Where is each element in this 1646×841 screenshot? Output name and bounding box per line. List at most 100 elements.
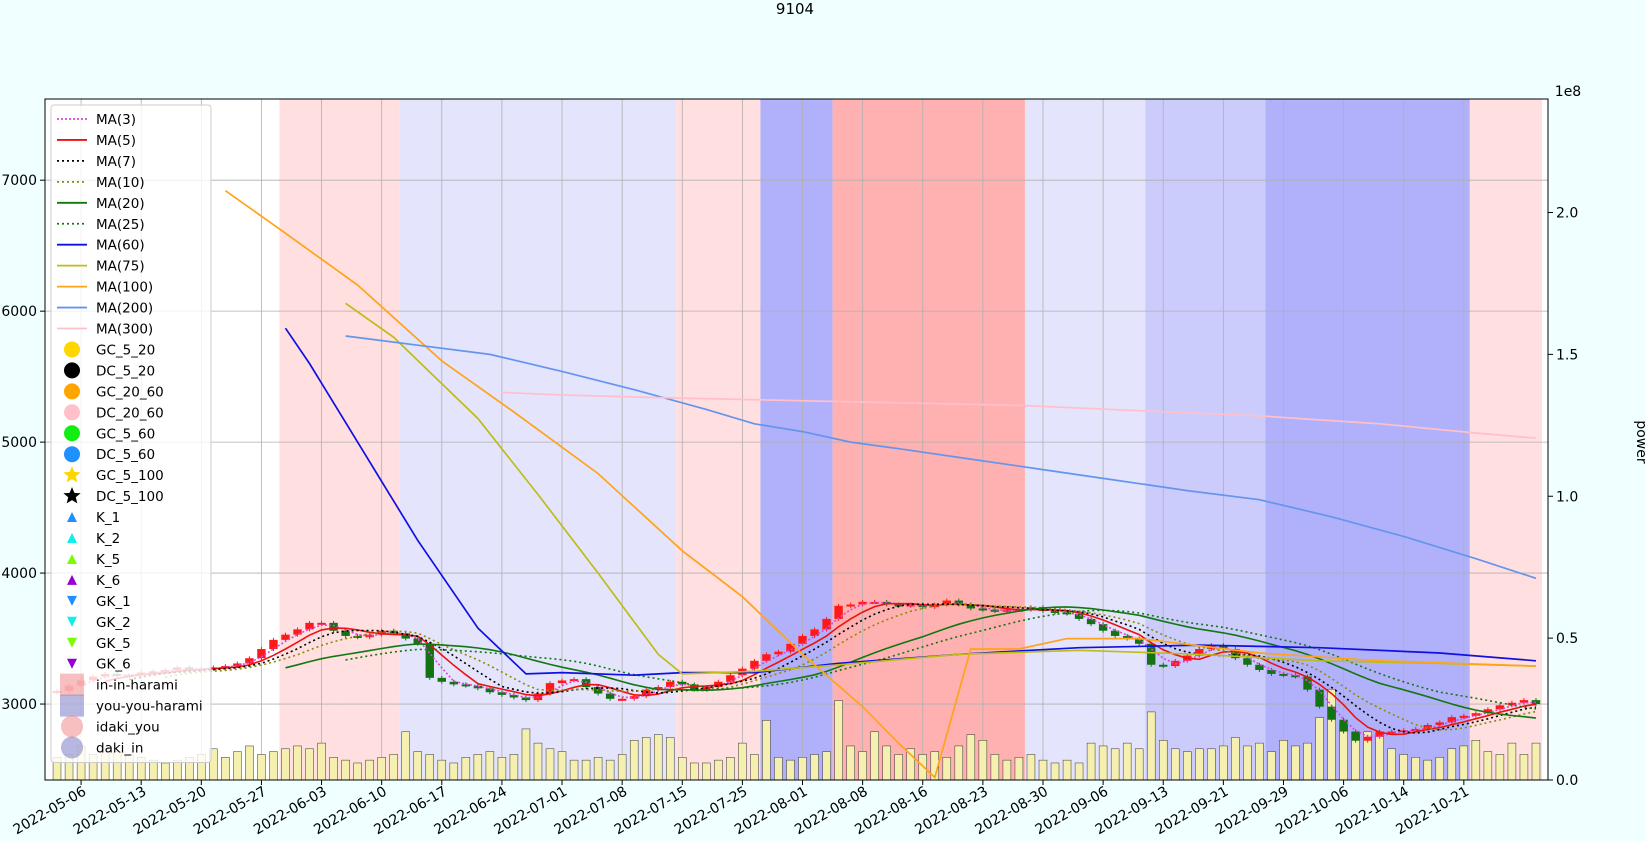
volume-bar bbox=[798, 757, 807, 781]
legend-swatch-dc-20-60 bbox=[64, 404, 80, 421]
volume-bar bbox=[533, 742, 543, 781]
candle-body bbox=[810, 629, 819, 636]
volume-bar bbox=[581, 759, 591, 781]
candle-body bbox=[1267, 669, 1276, 674]
legend-swatch-daki-in bbox=[61, 736, 83, 759]
volume-bar bbox=[978, 740, 988, 781]
volume-bar bbox=[365, 759, 374, 781]
volume-bar bbox=[1134, 748, 1144, 781]
legend-label-ma-7: MA(7) bbox=[96, 154, 136, 170]
candle-body bbox=[978, 608, 988, 611]
legend-swatch-gc-5-20 bbox=[64, 341, 80, 358]
volume-bar bbox=[1483, 751, 1493, 781]
legend-swatch-you-you-harami bbox=[60, 694, 84, 717]
legend-label-daki-in: daki_in bbox=[96, 741, 143, 757]
y-tick-label: 7000 bbox=[1, 173, 37, 189]
volume-bar bbox=[1050, 762, 1060, 781]
candle-body bbox=[497, 692, 507, 695]
volume-bar bbox=[954, 745, 964, 781]
volume-bar bbox=[257, 754, 266, 781]
volume-bar bbox=[305, 748, 314, 781]
candle-body bbox=[666, 681, 675, 688]
candle-body bbox=[1026, 607, 1036, 610]
volume-bar bbox=[161, 762, 170, 781]
candle-body bbox=[750, 660, 759, 669]
legend-label-in-in-harami: in-in-harami bbox=[96, 678, 178, 694]
legend-label-ma-60: MA(60) bbox=[96, 238, 145, 254]
volume-bar bbox=[1074, 762, 1084, 781]
legend-swatch-gk-6 bbox=[67, 658, 77, 669]
volume-bar bbox=[762, 720, 771, 781]
volume-bar bbox=[666, 737, 675, 781]
candle-body bbox=[1291, 675, 1300, 678]
candle-body bbox=[1279, 673, 1288, 676]
volume-bar bbox=[1171, 748, 1180, 781]
legend-box bbox=[50, 104, 212, 763]
volume-bar bbox=[738, 742, 747, 781]
volume-bar bbox=[148, 759, 158, 781]
legend-label-k-6: K_6 bbox=[96, 573, 120, 589]
volume-bar bbox=[389, 754, 398, 781]
volume-bar bbox=[605, 759, 615, 781]
volume-bar bbox=[750, 754, 759, 781]
axes-frame bbox=[44, 98, 1549, 781]
y-right-tick-label: 0.0 bbox=[1556, 773, 1578, 789]
legend-swatch-dc-5-20 bbox=[64, 362, 80, 379]
volume-bar bbox=[1038, 759, 1048, 781]
volume-bar bbox=[726, 757, 735, 781]
candle-body bbox=[1459, 715, 1469, 718]
y-right-tick-label: 0.5 bbox=[1556, 631, 1578, 647]
legend-label-ma-25: MA(25) bbox=[96, 217, 145, 233]
candle-body bbox=[281, 634, 290, 640]
volume-bar bbox=[1531, 742, 1541, 781]
legend-label-ma-200: MA(200) bbox=[96, 301, 153, 317]
short-moving-averages bbox=[80, 602, 1537, 738]
volume-bar bbox=[846, 745, 855, 781]
legend-label-gk-1: GK_1 bbox=[96, 594, 131, 610]
volume-bar bbox=[329, 757, 338, 781]
volume-bar bbox=[317, 742, 326, 781]
volume-bar bbox=[810, 754, 819, 781]
volume-bar bbox=[882, 745, 891, 781]
candle-body bbox=[461, 684, 471, 687]
legend-label-ma-300: MA(300) bbox=[96, 322, 153, 338]
volume-bar bbox=[1122, 742, 1132, 781]
volume-bar bbox=[173, 759, 182, 781]
volume-bar bbox=[1411, 757, 1420, 781]
ma-7-line bbox=[129, 603, 1537, 734]
volume-bar bbox=[341, 759, 350, 781]
y-tick-label: 6000 bbox=[1, 304, 37, 320]
candle-body bbox=[1255, 664, 1264, 670]
candle-body bbox=[257, 649, 266, 659]
legend-label-dc-5-60: DC_5_60 bbox=[96, 447, 155, 463]
ma-5-line bbox=[104, 602, 1537, 736]
candle-body bbox=[858, 601, 867, 605]
legend-swatch-k-6 bbox=[67, 574, 77, 585]
ma75-line bbox=[345, 302, 1537, 675]
candle-body bbox=[726, 675, 735, 682]
band-2 bbox=[399, 99, 532, 780]
legend-swatch-gc-5-100 bbox=[63, 466, 81, 483]
legend-label-you-you-harami: you-you-harami bbox=[96, 699, 203, 715]
band-9 bbox=[1265, 99, 1470, 780]
y-right-tick-label: 1.0 bbox=[1556, 489, 1578, 505]
candle-body bbox=[1231, 649, 1240, 659]
candle-body bbox=[1495, 705, 1505, 710]
volume-bar bbox=[774, 757, 783, 781]
volume-bar bbox=[641, 737, 651, 781]
candle-body bbox=[353, 635, 362, 638]
candle-body bbox=[389, 630, 398, 634]
legend: MA(3) MA(5) MA(7) MA(10) MA(20) MA(25) MA(60) M… bbox=[50, 104, 212, 763]
volume-bar bbox=[269, 751, 278, 781]
y-right-tick-label: 2.0 bbox=[1556, 206, 1578, 222]
volume-bar bbox=[461, 757, 471, 781]
candle-body bbox=[1519, 700, 1529, 703]
candle-body bbox=[317, 622, 326, 625]
volume-bar bbox=[1062, 759, 1072, 781]
legend-swatch-idaki-you bbox=[61, 715, 83, 738]
candle-body bbox=[1219, 645, 1228, 650]
legend-swatch-gk-2 bbox=[67, 616, 77, 627]
legend-swatch-k-5 bbox=[67, 553, 77, 564]
volume-bar bbox=[281, 748, 290, 781]
volume-bar bbox=[1110, 748, 1120, 781]
